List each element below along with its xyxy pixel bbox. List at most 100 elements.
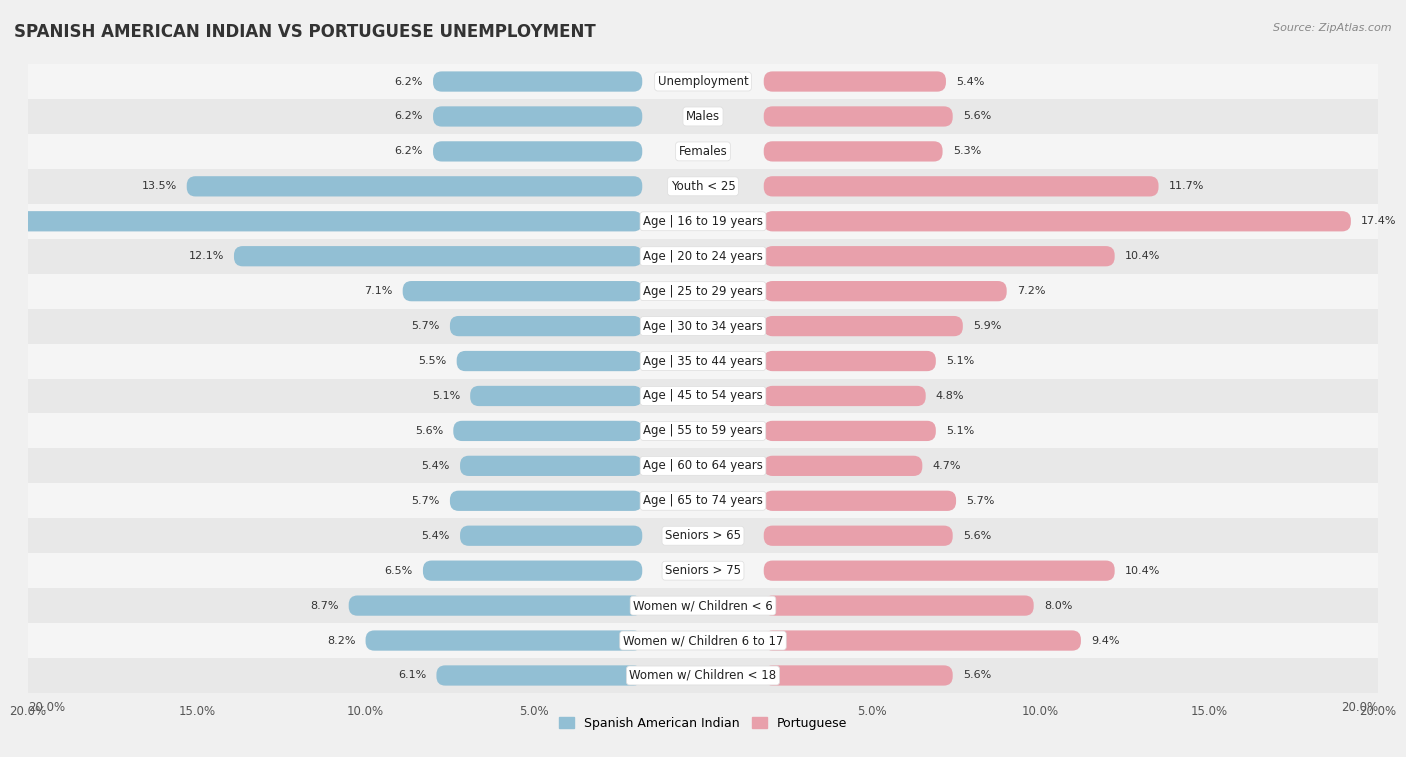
Text: 5.1%: 5.1%: [946, 426, 974, 436]
FancyBboxPatch shape: [450, 316, 643, 336]
FancyBboxPatch shape: [763, 456, 922, 476]
Text: 8.2%: 8.2%: [328, 636, 356, 646]
Text: Age | 30 to 34 years: Age | 30 to 34 years: [643, 319, 763, 332]
FancyBboxPatch shape: [763, 631, 1081, 651]
Bar: [28, 413, 1378, 448]
Text: 12.1%: 12.1%: [188, 251, 224, 261]
Text: Women w/ Children < 18: Women w/ Children < 18: [630, 669, 776, 682]
Text: Age | 45 to 54 years: Age | 45 to 54 years: [643, 389, 763, 403]
FancyBboxPatch shape: [763, 246, 1115, 266]
Bar: [28, 169, 1378, 204]
FancyBboxPatch shape: [763, 71, 946, 92]
Bar: [28, 64, 1378, 99]
FancyBboxPatch shape: [763, 142, 942, 161]
FancyBboxPatch shape: [187, 176, 643, 197]
Text: 13.5%: 13.5%: [142, 182, 177, 192]
Text: 5.1%: 5.1%: [946, 356, 974, 366]
FancyBboxPatch shape: [460, 456, 643, 476]
Text: Source: ZipAtlas.com: Source: ZipAtlas.com: [1274, 23, 1392, 33]
FancyBboxPatch shape: [763, 351, 936, 371]
Text: 4.8%: 4.8%: [936, 391, 965, 401]
Bar: [28, 658, 1378, 693]
FancyBboxPatch shape: [763, 316, 963, 336]
FancyBboxPatch shape: [4, 211, 643, 232]
Text: 6.1%: 6.1%: [398, 671, 426, 681]
FancyBboxPatch shape: [349, 596, 643, 615]
Text: 5.6%: 5.6%: [963, 671, 991, 681]
FancyBboxPatch shape: [453, 421, 643, 441]
FancyBboxPatch shape: [233, 246, 643, 266]
Bar: [28, 309, 1378, 344]
Text: 17.4%: 17.4%: [1361, 217, 1396, 226]
Text: 10.4%: 10.4%: [1125, 565, 1160, 575]
Text: 10.4%: 10.4%: [1125, 251, 1160, 261]
Text: 6.5%: 6.5%: [385, 565, 413, 575]
Text: 5.7%: 5.7%: [412, 496, 440, 506]
Text: 5.6%: 5.6%: [963, 111, 991, 121]
Text: Unemployment: Unemployment: [658, 75, 748, 88]
Bar: [28, 553, 1378, 588]
FancyBboxPatch shape: [436, 665, 643, 686]
FancyBboxPatch shape: [402, 281, 643, 301]
Text: 8.7%: 8.7%: [311, 600, 339, 611]
FancyBboxPatch shape: [763, 106, 953, 126]
Bar: [28, 448, 1378, 483]
Text: 6.2%: 6.2%: [395, 76, 423, 86]
Text: Age | 60 to 64 years: Age | 60 to 64 years: [643, 459, 763, 472]
Text: 5.1%: 5.1%: [432, 391, 460, 401]
FancyBboxPatch shape: [763, 421, 936, 441]
FancyBboxPatch shape: [433, 106, 643, 126]
FancyBboxPatch shape: [763, 525, 953, 546]
Bar: [28, 134, 1378, 169]
Bar: [28, 623, 1378, 658]
FancyBboxPatch shape: [763, 176, 1159, 197]
FancyBboxPatch shape: [763, 665, 953, 686]
Text: 5.4%: 5.4%: [956, 76, 984, 86]
Text: 5.6%: 5.6%: [415, 426, 443, 436]
Text: 5.4%: 5.4%: [422, 531, 450, 540]
FancyBboxPatch shape: [763, 491, 956, 511]
FancyBboxPatch shape: [457, 351, 643, 371]
Text: Males: Males: [686, 110, 720, 123]
Text: 8.0%: 8.0%: [1043, 600, 1073, 611]
Text: 5.3%: 5.3%: [953, 146, 981, 157]
Bar: [28, 483, 1378, 519]
Text: Age | 25 to 29 years: Age | 25 to 29 years: [643, 285, 763, 298]
Text: Age | 16 to 19 years: Age | 16 to 19 years: [643, 215, 763, 228]
Text: 11.7%: 11.7%: [1168, 182, 1204, 192]
FancyBboxPatch shape: [763, 281, 1007, 301]
Text: Age | 65 to 74 years: Age | 65 to 74 years: [643, 494, 763, 507]
Bar: [28, 238, 1378, 274]
Text: 20.0%: 20.0%: [1341, 701, 1378, 714]
FancyBboxPatch shape: [460, 525, 643, 546]
Text: 7.1%: 7.1%: [364, 286, 392, 296]
Text: Youth < 25: Youth < 25: [671, 180, 735, 193]
FancyBboxPatch shape: [763, 211, 1351, 232]
Text: SPANISH AMERICAN INDIAN VS PORTUGUESE UNEMPLOYMENT: SPANISH AMERICAN INDIAN VS PORTUGUESE UN…: [14, 23, 596, 41]
FancyBboxPatch shape: [470, 386, 643, 406]
Legend: Spanish American Indian, Portuguese: Spanish American Indian, Portuguese: [554, 712, 852, 735]
Text: Age | 20 to 24 years: Age | 20 to 24 years: [643, 250, 763, 263]
FancyBboxPatch shape: [423, 560, 643, 581]
Text: Seniors > 75: Seniors > 75: [665, 564, 741, 577]
Text: 6.2%: 6.2%: [395, 111, 423, 121]
Text: 5.7%: 5.7%: [412, 321, 440, 331]
FancyBboxPatch shape: [763, 560, 1115, 581]
Text: 5.7%: 5.7%: [966, 496, 994, 506]
FancyBboxPatch shape: [366, 631, 643, 651]
Text: 4.7%: 4.7%: [932, 461, 960, 471]
Bar: [28, 378, 1378, 413]
FancyBboxPatch shape: [450, 491, 643, 511]
Bar: [28, 99, 1378, 134]
Bar: [28, 344, 1378, 378]
Text: 6.2%: 6.2%: [395, 146, 423, 157]
Text: 5.9%: 5.9%: [973, 321, 1001, 331]
Text: Females: Females: [679, 145, 727, 158]
Text: Age | 55 to 59 years: Age | 55 to 59 years: [643, 425, 763, 438]
Bar: [28, 519, 1378, 553]
Text: 9.4%: 9.4%: [1091, 636, 1119, 646]
Text: 20.0%: 20.0%: [28, 701, 65, 714]
Text: Age | 35 to 44 years: Age | 35 to 44 years: [643, 354, 763, 368]
Bar: [28, 588, 1378, 623]
FancyBboxPatch shape: [433, 71, 643, 92]
